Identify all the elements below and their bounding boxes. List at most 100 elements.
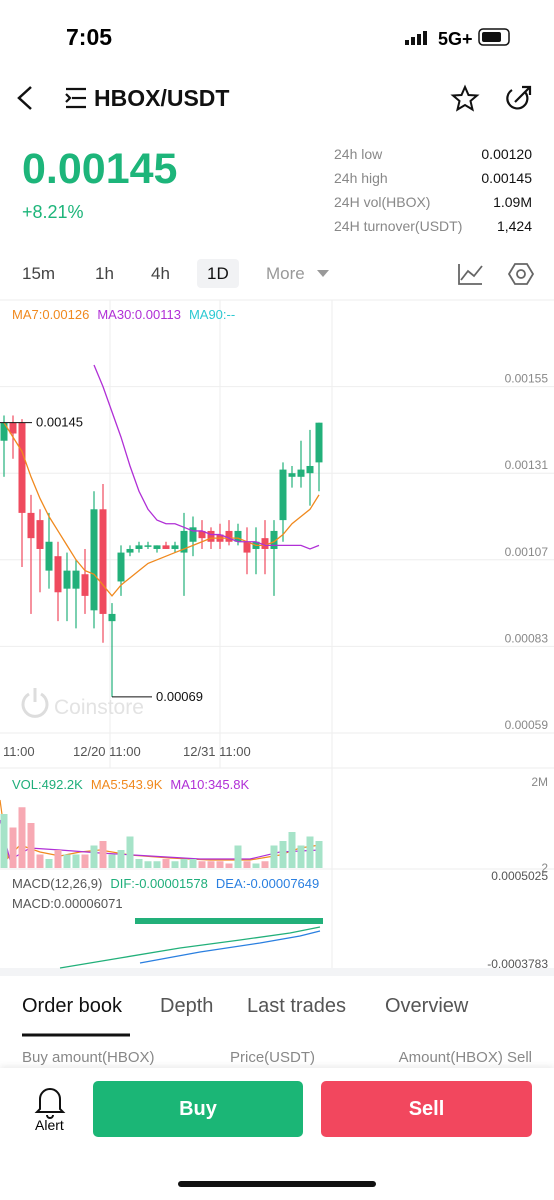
candle-body xyxy=(288,473,296,477)
battery xyxy=(478,28,510,46)
stat-label: 24h low xyxy=(334,146,383,162)
dropdown-caret xyxy=(317,270,329,277)
candle-body xyxy=(54,556,62,593)
section-gap xyxy=(0,968,554,976)
candle-body xyxy=(315,422,323,463)
macd-tick-label: -0.0003783 xyxy=(487,957,548,971)
volume-bar xyxy=(198,861,206,868)
timeframe-tab[interactable]: 1D xyxy=(197,259,239,288)
signal-icon xyxy=(405,31,427,45)
volume-bar xyxy=(153,861,161,868)
network: 5G+ xyxy=(438,29,473,49)
line-chart-icon xyxy=(458,264,483,285)
candle-body xyxy=(297,469,305,477)
candle-body xyxy=(162,545,170,549)
order-tab[interactable]: Last trades xyxy=(247,995,346,1017)
volume-bar xyxy=(297,845,305,868)
macd-dea xyxy=(139,930,321,964)
volume-bar xyxy=(45,859,53,868)
candle-body xyxy=(243,541,251,553)
candle-body xyxy=(216,534,224,542)
stat-value: 1,424 xyxy=(496,218,532,234)
order-tab[interactable]: Order book xyxy=(22,995,123,1017)
share-icon xyxy=(506,85,532,110)
timeframe-tab[interactable]: 4h xyxy=(151,264,170,283)
stat-value: 0.00120 xyxy=(481,146,532,162)
macd-legend: DEA:-0.00007649 xyxy=(216,876,319,891)
min-marker: 0.00069 xyxy=(156,689,203,704)
column-header: Buy amount(HBOX) xyxy=(22,1049,155,1066)
settings-icon xyxy=(507,263,535,285)
volume-bar xyxy=(81,854,89,868)
volume-bar xyxy=(225,863,233,868)
status-time: 7:05 xyxy=(66,24,113,50)
timeframe-tab[interactable]: 1h xyxy=(95,264,114,283)
candle-body xyxy=(0,422,8,441)
volume-bar xyxy=(135,859,143,868)
candle-body xyxy=(279,469,287,521)
stat-label: 24H turnover(USDT) xyxy=(334,218,463,234)
candle-body xyxy=(207,530,215,542)
pair-title: HBOX/USDT xyxy=(94,85,230,111)
volume-bar xyxy=(27,823,35,868)
stat-value: 0.00145 xyxy=(481,170,532,186)
x-tick-label: 12/20 11:00 xyxy=(73,744,141,759)
volume-bar xyxy=(36,854,44,868)
candle-body xyxy=(144,545,152,547)
volume-bar xyxy=(90,845,98,868)
candle-body xyxy=(189,527,197,542)
order-tab[interactable]: Overview xyxy=(385,995,469,1017)
candle-body xyxy=(135,545,143,549)
macd-histogram xyxy=(135,918,323,924)
y-tick-label: 0.00155 xyxy=(505,372,549,386)
stat-value: 1.09M xyxy=(493,194,532,210)
volume-bar xyxy=(180,859,188,868)
volume-bar xyxy=(72,854,80,868)
macd-legend: DIF:-0.00001578 xyxy=(110,876,208,891)
sell-button[interactable]: Sell xyxy=(321,1081,532,1137)
timeframe-tab[interactable]: More xyxy=(266,264,305,283)
alert-label[interactable]: Alert xyxy=(35,1117,64,1133)
timeframe-tab[interactable]: 15m xyxy=(22,264,56,283)
volume-bar xyxy=(171,861,179,868)
vol-legend: MA5:543.9K xyxy=(91,777,163,792)
candle-body xyxy=(198,530,206,539)
macd-tick-label: 0.0005025 xyxy=(491,869,548,883)
candle-body xyxy=(171,545,179,549)
volume-bar xyxy=(306,836,314,868)
vol-legend: VOL:492.2K xyxy=(12,777,83,792)
volume-bar xyxy=(99,841,107,868)
candle-body xyxy=(252,541,260,549)
candle-body xyxy=(81,574,89,596)
candle-body xyxy=(153,545,161,549)
candle-body xyxy=(18,422,26,513)
volume-bar xyxy=(63,854,71,868)
candle-body xyxy=(225,530,233,542)
favorite-icon xyxy=(450,84,480,112)
y-tick-label: 0.00107 xyxy=(505,545,549,559)
volume-bar xyxy=(234,845,242,868)
order-tab[interactable]: Depth xyxy=(160,995,214,1017)
candle-body xyxy=(108,613,116,622)
volume-bar xyxy=(162,859,170,868)
x-tick-label: 12/31 11:00 xyxy=(183,744,251,759)
vol-tick-label: 2 xyxy=(541,861,548,875)
volume-bar xyxy=(216,861,224,868)
volume-bar xyxy=(0,814,8,868)
legend-entry: MA7:0.00126 xyxy=(12,307,89,322)
volume-bar xyxy=(261,861,269,868)
battery-level xyxy=(482,32,501,42)
price-change: +8.21% xyxy=(22,202,84,222)
volume-bar xyxy=(9,827,17,868)
volume-bar xyxy=(207,861,215,868)
volume-bar xyxy=(126,836,134,868)
candle-body xyxy=(72,570,80,589)
back-icon xyxy=(17,86,32,110)
candle-body xyxy=(234,530,242,542)
candle-body xyxy=(45,541,53,571)
candle-body xyxy=(270,530,278,549)
candle-body xyxy=(180,530,188,553)
candle-body xyxy=(306,465,314,474)
buy-button[interactable]: Buy xyxy=(93,1081,303,1137)
stat-label: 24H vol(HBOX) xyxy=(334,194,431,210)
